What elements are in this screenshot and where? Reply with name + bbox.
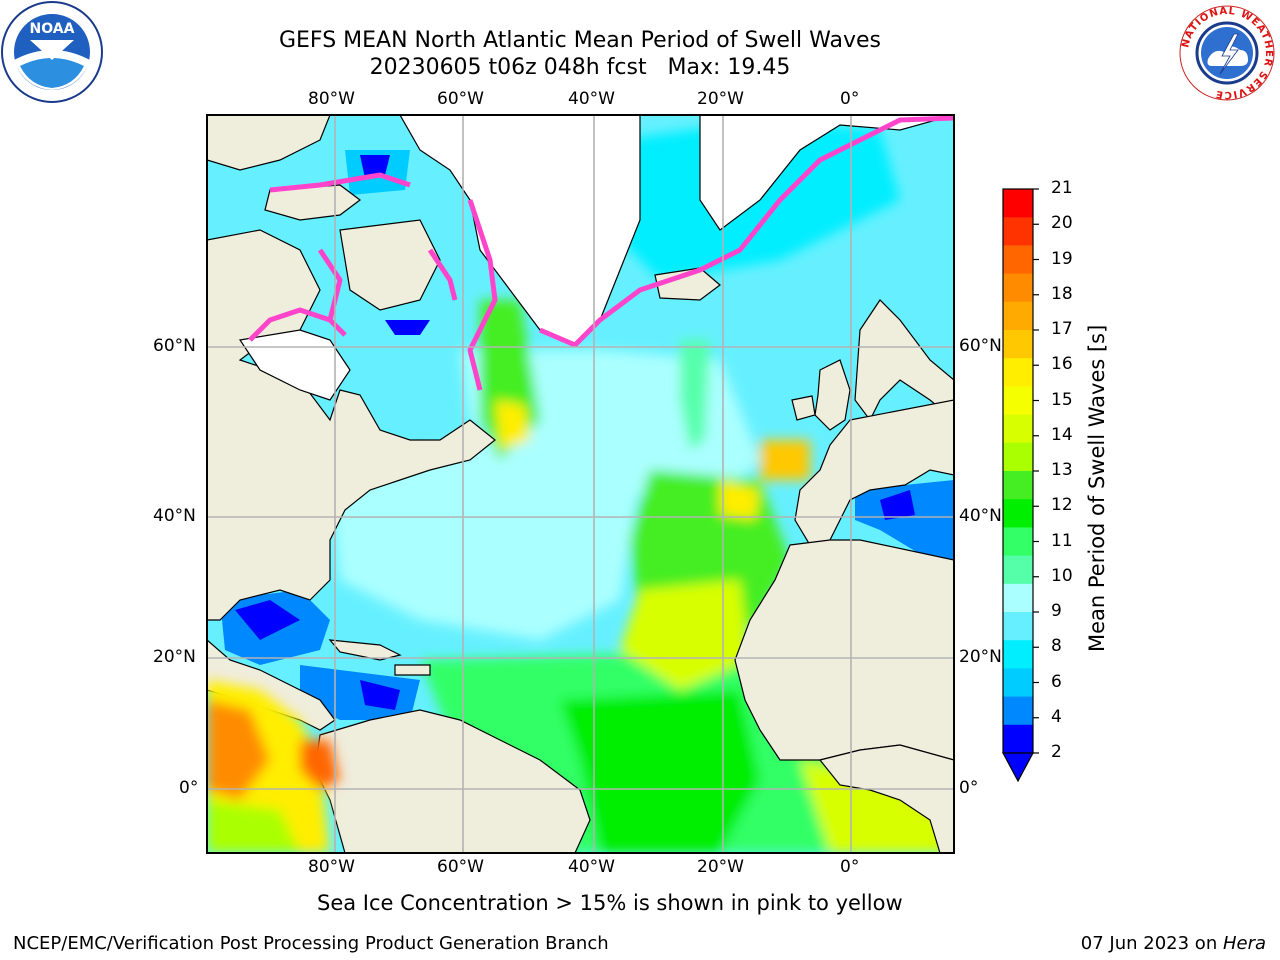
lat-label-right-20n: 20°N [959, 647, 1002, 667]
colorbar-bin [1003, 414, 1033, 444]
chart-subtitle: 20230605 t06z 048h fcst Max: 19.45 [369, 55, 791, 80]
colorbar-bin [1003, 527, 1033, 557]
pacific-swell-field [207, 680, 340, 853]
colorbar-bin [1003, 442, 1033, 472]
lat-label-left-20n: 20°N [153, 647, 196, 667]
lon-label-top-80w: 80°W [308, 89, 355, 109]
colorbar-bin [1003, 499, 1033, 528]
colorbar-bin [1003, 640, 1033, 669]
map-plot-area [207, 115, 954, 853]
colorbar-tick-label: 13 [1051, 460, 1073, 480]
colorbar-tick-label: 15 [1051, 389, 1073, 410]
colorbar-tick-label: 16 [1051, 354, 1073, 375]
lon-label-bottom-60w: 60°W [437, 857, 484, 877]
colorbar-bin [1003, 668, 1033, 698]
lat-label-right-0: 0° [959, 778, 979, 798]
colorbar-tick-label: 21 [1051, 178, 1073, 198]
colorbar-label: Mean Period of Swell Waves [s] [1085, 324, 1109, 652]
footer-machine: Hera [1222, 933, 1266, 954]
colorbar-bin [1003, 358, 1033, 387]
colorbar-tick-label: 9 [1051, 601, 1062, 621]
lat-label-left-0: 0° [179, 778, 199, 798]
nws-logo: NATIONAL WEATHER SERVICE [1178, 4, 1276, 102]
lon-label-top-60w: 60°W [437, 89, 484, 109]
lon-label-bottom-20w: 20°W [697, 857, 744, 877]
colorbar-tick-label: 8 [1051, 636, 1062, 657]
colorbar-bin [1003, 696, 1033, 726]
colorbar-bin [1003, 471, 1033, 500]
lon-label-top-0: 0° [840, 89, 860, 109]
sea-ice-note: Sea Ice Concentration > 15% is shown in … [317, 891, 903, 915]
sea-ice-edge [248, 115, 954, 391]
colorbar-bin [1003, 245, 1033, 275]
lat-label-left-60n: 60°N [153, 336, 196, 356]
colorbar-bin [1003, 301, 1033, 331]
colorbar-tick-label: 2 [1051, 742, 1062, 762]
colorbar-tick-label: 6 [1051, 671, 1062, 692]
lat-label-left-40n: 40°N [153, 506, 196, 526]
chart-title: GEFS MEAN North Atlantic Mean Period of … [278, 28, 881, 53]
colorbar [1001, 188, 1039, 783]
colorbar-bin [1003, 612, 1033, 641]
colorbar-bin [1003, 555, 1033, 585]
colorbar-bin [1003, 386, 1033, 416]
short-period-seas [220, 150, 954, 720]
lon-label-bottom-80w: 80°W [308, 857, 355, 877]
colorbar-bin [1003, 583, 1033, 613]
lon-label-top-20w: 20°W [697, 89, 744, 109]
graticule [207, 115, 954, 853]
colorbar-bin [1003, 217, 1033, 246]
colorbar-bin [1003, 189, 1033, 218]
noaa-logo: NOAA [0, 0, 104, 104]
colorbar-tick-label: 11 [1051, 530, 1073, 551]
colorbar-bin [1003, 273, 1033, 303]
colorbar-tick-label: 10 [1051, 565, 1073, 586]
footer-left: NCEP/EMC/Verification Post Processing Pr… [13, 933, 609, 954]
footer-right: 07 Jun 2023 on Hera [1081, 933, 1266, 954]
colorbar-tick-label: 18 [1051, 283, 1073, 304]
colorbar-tick-label: 19 [1051, 248, 1073, 269]
lat-label-right-60n: 60°N [959, 336, 1002, 356]
svg-text:NOAA: NOAA [30, 21, 75, 37]
lon-label-top-40w: 40°W [568, 89, 615, 109]
colorbar-bin [1003, 330, 1033, 359]
colorbar-tick-label: 17 [1051, 319, 1073, 339]
lat-label-right-40n: 40°N [959, 506, 1002, 526]
colorbar-bin [1003, 724, 1033, 754]
colorbar-tick-label: 4 [1051, 706, 1062, 727]
colorbar-tick-label: 12 [1051, 495, 1073, 516]
map-frame [206, 114, 955, 854]
colorbar-extend-arrow [1001, 752, 1035, 783]
lon-label-bottom-0: 0° [840, 857, 860, 877]
footer-date: 07 Jun 2023 on [1080, 933, 1223, 954]
colorbar-tick-label: 20 [1051, 213, 1073, 234]
colorbar-tick-label: 14 [1051, 424, 1073, 445]
lon-label-bottom-40w: 40°W [568, 857, 615, 877]
